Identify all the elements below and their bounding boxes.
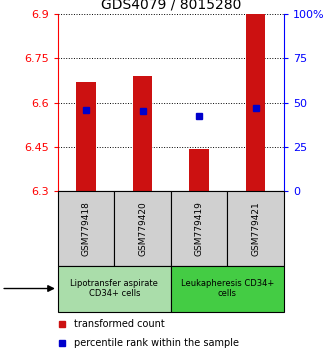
Text: Leukapheresis CD34+
cells: Leukapheresis CD34+ cells bbox=[181, 279, 274, 298]
Bar bbox=[189, 149, 209, 191]
Text: GSM779420: GSM779420 bbox=[138, 201, 147, 256]
Title: GDS4079 / 8015280: GDS4079 / 8015280 bbox=[101, 0, 241, 12]
Text: percentile rank within the sample: percentile rank within the sample bbox=[74, 338, 239, 348]
Text: Lipotransfer aspirate
CD34+ cells: Lipotransfer aspirate CD34+ cells bbox=[70, 279, 158, 298]
Bar bbox=[76, 82, 96, 191]
Bar bbox=[114, 191, 171, 266]
Text: GSM779418: GSM779418 bbox=[82, 201, 90, 256]
Bar bbox=[171, 266, 284, 312]
Bar bbox=[227, 191, 284, 266]
Text: GSM779419: GSM779419 bbox=[194, 201, 204, 256]
Bar bbox=[133, 76, 152, 191]
Bar bbox=[246, 14, 265, 191]
Bar bbox=[171, 191, 227, 266]
Text: GSM779421: GSM779421 bbox=[251, 201, 260, 256]
Bar bbox=[58, 191, 114, 266]
Bar bbox=[58, 266, 171, 312]
Text: transformed count: transformed count bbox=[74, 319, 164, 329]
